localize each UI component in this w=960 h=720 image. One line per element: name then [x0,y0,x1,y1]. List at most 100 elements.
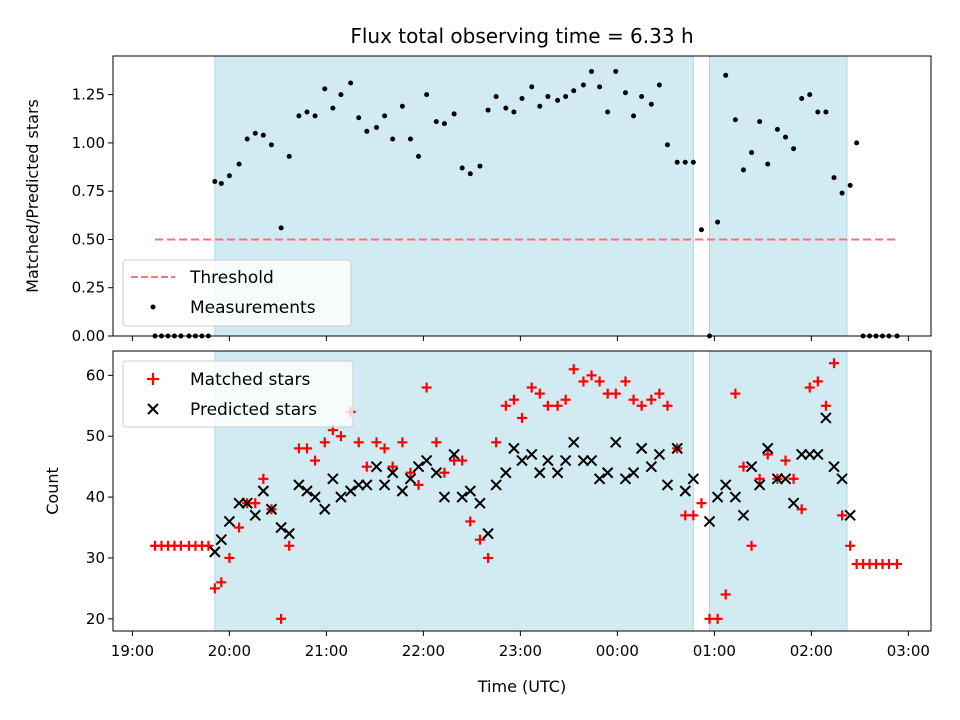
predicted-point [412,460,425,473]
predicted-point [753,479,766,491]
observing-windows-bottom [214,350,848,632]
matched-point [500,400,511,411]
measurement-point [589,68,595,74]
matched-point [224,552,235,563]
measurement-point [286,153,292,159]
predicted-stars-points [209,412,856,558]
matched-point [746,540,757,551]
matched-point [483,552,494,563]
measurement-point [296,113,302,119]
matched-point [646,394,657,405]
ratio-x-axis-ticks [131,336,909,341]
matched-point [371,437,382,448]
measurement-point [212,179,218,185]
predicted-point [729,491,742,503]
measurement-point [839,190,845,196]
predicted-point [396,485,409,497]
measurement-point [823,109,829,115]
predicted-point [795,448,808,461]
measurement-point [364,128,370,134]
measurement-point [664,142,670,148]
measurement-point [571,88,577,94]
predicted-point [386,467,399,479]
predicted-point [309,491,321,503]
counts-panel-frame [112,350,932,632]
counts-y-axis: 20 30 40 50 60 [86,366,113,628]
measurement-point [765,161,771,167]
matched-point [788,473,799,484]
predicted-point [474,497,486,509]
predicted-point [293,479,305,491]
predicted-point [828,460,840,473]
matched-point [413,479,424,490]
matched-point [284,540,295,551]
measurement-point [485,107,491,113]
predicted-point [438,491,451,503]
measurement-point [563,94,569,100]
predicted-point [209,546,221,558]
predicted-point [241,497,253,509]
y-tick-label: 60 [86,366,105,384]
measurement-point [424,92,430,98]
y-tick-label: 1.25 [72,86,105,104]
x-tick-label: 01:00 [693,642,736,660]
measurement-point [639,94,645,100]
observing-window-2 [709,350,848,632]
ratio-y-label: Matched/Predicted stars [23,99,42,293]
matched-point [405,467,416,478]
matched-point [628,394,639,405]
measurement-point [218,180,224,186]
measurement-point [529,84,535,90]
measurement-point [459,165,465,171]
matched-point [730,388,741,399]
legend-predicted-swatch [147,403,159,415]
matched-stars-points [150,358,903,624]
x-tick-label: 02:00 [790,642,833,660]
predicted-point [635,442,648,455]
predicted-point [223,515,236,528]
predicted-point [516,454,528,467]
matched-point [379,443,390,454]
measurement-point [740,167,746,173]
matched-point [688,510,699,521]
predicted-point [645,460,658,473]
matched-point [335,431,346,442]
predicted-point [568,436,580,449]
legend-measurement-label: Measurements [190,298,316,318]
predicted-point [687,473,700,485]
ratio-panel-frame [112,55,932,337]
predicted-point [585,454,598,467]
matched-point [361,461,372,472]
y-tick-label: 0.25 [72,279,105,297]
predicted-point [812,448,824,461]
matched-point [829,358,840,369]
predicted-point [215,533,228,546]
measurement-point [854,140,860,146]
predicted-point [671,442,683,455]
predicted-point [551,467,564,479]
predicted-point [534,467,546,479]
predicted-point [319,503,331,515]
measurement-point [399,103,405,109]
measurement-point [236,161,242,167]
matched-point [216,577,227,588]
y-tick-label: 50 [86,427,105,445]
measurement-point [580,82,586,88]
measurement-point [831,175,837,181]
measurement-point [244,136,250,142]
measurement-point [519,95,525,101]
predicted-point [619,473,632,485]
legend-matched-swatch [147,373,159,385]
predicted-point [233,497,245,509]
matched-point [780,455,791,466]
matched-point [534,388,545,399]
matched-point [845,540,856,551]
predicted-point [301,485,313,497]
predicted-point [249,509,261,522]
matched-point [610,388,621,399]
measurement-point [555,97,561,103]
ratio-y-axis: 0.00 0.25 0.50 0.75 1.00 1.25 [72,86,113,345]
observing-window-2 [709,55,848,337]
measurement-point [467,171,473,177]
matched-point [491,437,502,448]
